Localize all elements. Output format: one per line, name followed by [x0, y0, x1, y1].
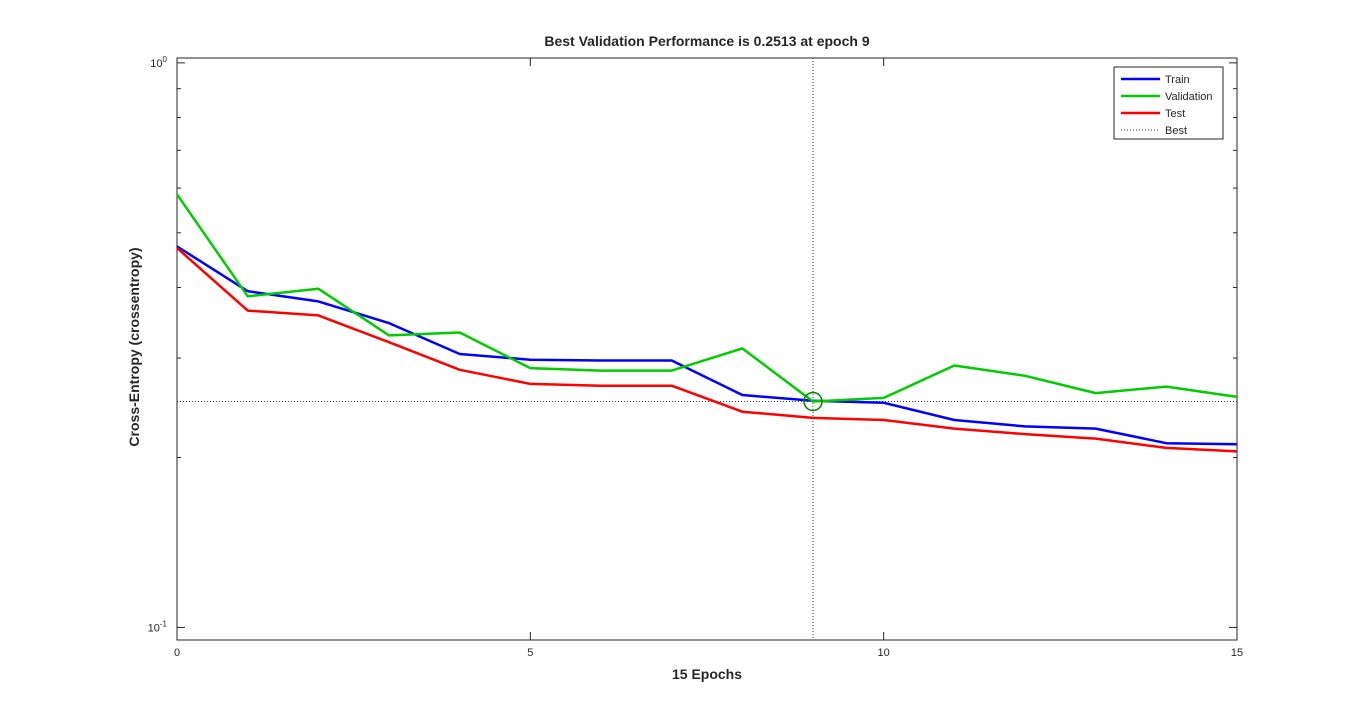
- y-axis-label: Cross-Entropy (crossentropy): [126, 247, 142, 446]
- y-tick-label: 100: [150, 55, 167, 70]
- plot-area: 0 5 10 15 10-1 100: [148, 55, 1244, 659]
- chart-title: Best Validation Performance is 0.2513 at…: [544, 33, 869, 49]
- x-tick-label: 0: [174, 647, 180, 659]
- legend-label-train: Train: [1165, 74, 1190, 86]
- axes-box: [176, 57, 1238, 641]
- series-line-test: [176, 247, 1238, 453]
- legend-label-test: Test: [1165, 108, 1185, 120]
- x-tick-label: 15: [1231, 647, 1243, 659]
- legend-label-validation: Validation: [1165, 91, 1213, 103]
- legend-label-best: Best: [1165, 125, 1187, 137]
- y-tick-label: 10-1: [148, 619, 168, 634]
- x-tick-label: 5: [527, 647, 533, 659]
- best-marker: [803, 391, 823, 412]
- series-line-validation: [175, 193, 1238, 403]
- x-axis-label: 15 Epochs: [672, 666, 742, 682]
- legend: Train Validation Test Best: [1113, 66, 1224, 140]
- x-tick-label: 10: [878, 647, 890, 659]
